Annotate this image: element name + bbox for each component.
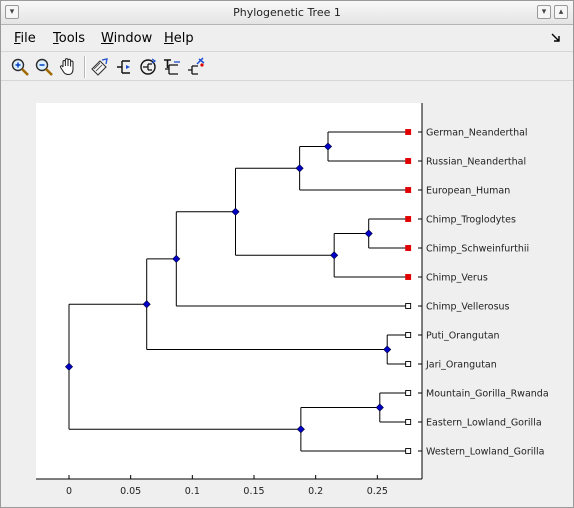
leaf-label: Mountain_Gorilla_Rwanda <box>426 389 549 400</box>
toolbar-separator <box>84 56 85 78</box>
branch-node-marker <box>330 251 339 260</box>
collapse-expand-icon <box>117 60 130 74</box>
leaf-marker <box>405 361 412 367</box>
branch-node-marker <box>375 403 384 412</box>
branch-node-marker <box>64 362 74 371</box>
rename-icon <box>164 59 180 75</box>
zoom-out-button[interactable] <box>33 56 55 78</box>
figure-canvas: 0 0.05 0.1 0.15 0.2 0.25 German_Neanderthal Rus… <box>1 82 573 507</box>
rotate-branch-icon <box>140 58 157 75</box>
leaf-label: Russian_Neanderthal <box>426 157 526 168</box>
branch-node-marker <box>364 229 373 238</box>
leaf-marker <box>405 274 412 280</box>
zoom-out-icon <box>35 58 53 76</box>
menu-tools-label: ools <box>58 31 86 46</box>
phylogenetic-tree-plot[interactable]: 0 0.05 0.1 0.15 0.2 0.25 German_Neanderthal Rus… <box>1 82 573 507</box>
window-menu-button[interactable]: ▾ <box>5 5 19 19</box>
maximize-button[interactable]: ▴ <box>554 5 568 19</box>
rotate-branch-button[interactable] <box>137 56 159 78</box>
branch-node-marker <box>295 164 304 173</box>
leaf-marker <box>405 216 412 222</box>
leaf-label: Chimp_Schweinfurthii <box>426 244 529 255</box>
title-bar: ▾ Phylogenetic Tree 1 ▾ ▴ <box>1 1 573 25</box>
branch-node-marker <box>383 345 392 354</box>
leaf-label: Chimp_Troglodytes <box>426 215 516 226</box>
leaf-marker <box>405 332 412 338</box>
collapse-expand-button[interactable] <box>113 56 135 78</box>
leaf-label: Chimp_Verus <box>426 273 488 284</box>
pan-button[interactable] <box>57 56 79 78</box>
inspect-icon <box>91 58 108 76</box>
prune-button[interactable] <box>185 56 207 78</box>
leaf-marker <box>405 390 412 396</box>
leaf-marker <box>405 303 412 309</box>
menu-window-label: indow <box>113 31 153 46</box>
leaf-label: German_Neanderthal <box>426 128 528 139</box>
leaf-label: Chimp_Vellerosus <box>426 302 510 313</box>
toolbar <box>1 51 573 81</box>
menu-window-mnemonic: W <box>101 31 114 46</box>
leaf-marker <box>405 158 412 164</box>
leaf-marker <box>405 419 412 425</box>
leaf-label: Jari_Orangutan <box>425 360 497 371</box>
branch-node-marker <box>142 300 151 309</box>
window-title: Phylogenetic Tree 1 <box>233 6 341 19</box>
x-tick-label: 0.25 <box>367 486 388 497</box>
branch-node-marker <box>296 425 305 434</box>
leaf-marker <box>405 448 412 454</box>
prune-icon <box>188 57 205 75</box>
leaf-marker <box>405 129 412 135</box>
rename-button[interactable] <box>161 56 183 78</box>
x-tick-label: 0 <box>66 486 72 497</box>
plot-area <box>36 103 422 479</box>
menu-help-mnemonic: H <box>164 31 174 46</box>
branch-node-marker <box>231 207 240 216</box>
menu-help-label: elp <box>173 31 194 46</box>
x-tick-label: 0.15 <box>243 486 264 497</box>
leaf-label: Eastern_Lowland_Gorilla <box>426 418 542 429</box>
leaf-marker <box>405 245 412 251</box>
menu-bar: File Tools Window Help <box>1 26 573 50</box>
zoom-in-icon <box>11 58 29 76</box>
menu-help[interactable]: Help <box>164 31 194 46</box>
leaf-marker <box>405 187 412 193</box>
menu-window[interactable]: Window <box>101 31 152 46</box>
menu-tools[interactable]: Tools <box>53 31 85 46</box>
x-tick-label: 0.2 <box>308 486 323 497</box>
pan-hand-icon <box>59 58 74 76</box>
x-tick-label: 0.1 <box>185 486 200 497</box>
leaf-label: Puti_Orangutan <box>426 331 500 342</box>
x-tick-label: 0.05 <box>120 486 141 497</box>
dock-arrow-icon[interactable] <box>551 32 561 46</box>
branch-node-marker <box>172 254 181 263</box>
inspect-button[interactable] <box>89 56 111 78</box>
branch-node-marker <box>323 142 333 151</box>
menu-file[interactable]: File <box>14 31 36 46</box>
minimize-button[interactable]: ▾ <box>537 5 551 19</box>
menu-tools-mnemonic: T <box>53 31 59 46</box>
menu-file-mnemonic: F <box>14 31 21 46</box>
leaf-label: European_Human <box>426 186 510 197</box>
leaf-label: Western_Lowland_Gorilla <box>426 447 545 458</box>
menu-file-label: ile <box>20 31 36 46</box>
zoom-in-button[interactable] <box>9 56 31 78</box>
